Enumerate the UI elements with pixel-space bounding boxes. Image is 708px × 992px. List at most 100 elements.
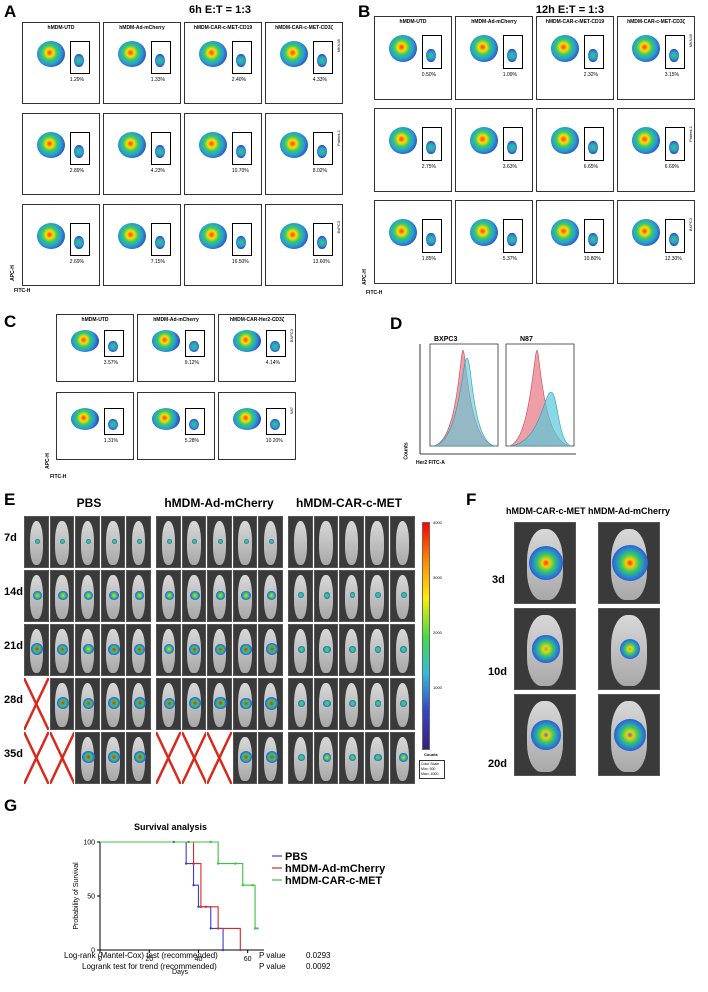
bioluminescence-signal: [109, 590, 119, 600]
x-axis-label: Days: [172, 969, 188, 976]
row-sample-label: BXPC3: [688, 217, 693, 231]
panel-f-group2: hMDM-Ad-mCherry: [588, 506, 670, 516]
panel-d-xlabel: Her2 FITC-A: [416, 460, 445, 466]
panel-e-letter: E: [4, 490, 16, 509]
survival-point: [209, 840, 212, 844]
gate-rect: [312, 223, 334, 256]
panel-f-letter: F: [466, 490, 477, 509]
excluded-cross: [24, 732, 49, 784]
f-mouse-image: [598, 608, 660, 690]
bioluminescence-signal: [82, 751, 95, 764]
flow-plot: 5.37%: [455, 200, 533, 284]
bioluminescence-signal: [297, 753, 306, 762]
gate-percent: 2.89%: [69, 168, 84, 175]
gate-rect: [184, 329, 206, 358]
mouse-image: [156, 732, 181, 784]
panel-e-group-pbs: PBS: [76, 496, 102, 510]
f-mouse-image: [514, 694, 576, 776]
gate-percent: 6.65%: [583, 164, 598, 171]
mouse-image: [232, 570, 258, 622]
bioluminescence-signal: [243, 538, 249, 544]
f-day-label: 3d: [492, 574, 505, 586]
bioluminescence-signal: [240, 751, 253, 764]
bioluminescence-signal: [83, 644, 94, 655]
mouse-image: [258, 678, 283, 730]
row-sample-label: Patient-1: [688, 125, 693, 142]
bioluminescence-signal: [56, 697, 69, 710]
density-blob: [389, 35, 418, 63]
gate-percent: 10.80%: [583, 256, 601, 263]
mouse-image: [390, 732, 415, 784]
density-blob-small: [588, 140, 598, 155]
density-blob-small: [74, 145, 84, 159]
density-blob-small: [507, 232, 517, 247]
panel-d-col1: BXPC3: [434, 336, 458, 343]
survival-title: Survival analysis: [134, 822, 208, 832]
mouse-image: [232, 732, 258, 784]
flow-plot: hMDM-UTD 0.50%: [374, 16, 452, 100]
density-blob: [37, 41, 66, 68]
legend-label: hMDM-CAR-c-MET: [285, 875, 382, 887]
density-blob: [470, 35, 499, 63]
density-blob: [632, 219, 661, 247]
bioluminescence-signal: [33, 591, 42, 600]
flow-plot-title: hMDM-CAR-c-MET-CD3ζ: [627, 19, 685, 25]
gate-rect: [664, 219, 686, 254]
density-blob-small: [108, 418, 118, 430]
bioluminescence-signal: [57, 643, 69, 655]
gate-percent: 5.37%: [502, 256, 517, 263]
bioluminescence-signal: [133, 751, 146, 764]
gate-percent: 2.40%: [231, 77, 246, 84]
mouse-image: [24, 732, 49, 784]
panel-b-letter: B: [358, 2, 371, 21]
density-blob: [118, 132, 147, 159]
gate-percent: 6.69%: [664, 164, 679, 171]
gate-percent: 13.60%: [312, 259, 330, 266]
gate-percent: 3.63%: [502, 164, 517, 171]
y-tick-label: 100: [83, 840, 95, 847]
gate-rect: [312, 132, 334, 165]
mouse-image: [156, 678, 181, 730]
flow-plot: hMDM-Ad-mCherry 1.09%: [455, 16, 533, 100]
density-blob-small: [108, 340, 118, 352]
f-signal: [614, 719, 646, 751]
x-tick-label: 40: [195, 956, 203, 963]
bioluminescence-signal: [192, 538, 198, 544]
bioluminescence-signal: [31, 643, 44, 656]
density-blob-small: [588, 48, 598, 63]
bioluminescence-signal: [34, 538, 40, 544]
panel-c-letter: C: [4, 312, 17, 331]
mouse-image: [207, 732, 232, 784]
panel-d-letter: D: [390, 314, 403, 333]
survival-line-0: [100, 841, 224, 950]
mouse-image: [258, 732, 283, 784]
panel-a-ylabel: APC-H: [9, 265, 16, 281]
mouse-image: [156, 570, 181, 622]
flow-plot: hMDM-CAR-c-MET-CD19 2.40%: [184, 22, 262, 104]
flow-plot-title: hMDM-CAR-c-MET-CD19: [193, 25, 253, 31]
bioluminescence-signal: [269, 538, 275, 544]
mouse-image: [258, 516, 283, 568]
survival-point: [239, 948, 242, 952]
survival-point: [192, 884, 195, 887]
mouse-image: [313, 516, 339, 568]
density-blob: [199, 223, 228, 250]
f-mouse-image: [598, 694, 660, 776]
bioluminescence-signal: [58, 590, 68, 600]
gate-percent: 12.30%: [664, 256, 682, 263]
mouse-image: [390, 570, 415, 622]
excluded-cross: [49, 732, 75, 784]
excluded-cross: [156, 732, 181, 784]
flow-plot: 6.65%: [536, 108, 614, 192]
bioluminescence-signal: [323, 591, 331, 599]
bioluminescence-signal: [166, 538, 172, 544]
flow-plot-title: hMDM-UTD: [399, 19, 427, 25]
density-blob-small: [155, 145, 165, 159]
mouse-image: [75, 678, 100, 730]
bioluminescence-signal: [188, 697, 201, 710]
f-mouse-image: [598, 522, 660, 604]
panel-a-letter: A: [4, 2, 17, 21]
mouse-image: [364, 516, 390, 568]
flow-plot: 1.85%: [374, 200, 452, 284]
mouse-image: [126, 732, 151, 784]
